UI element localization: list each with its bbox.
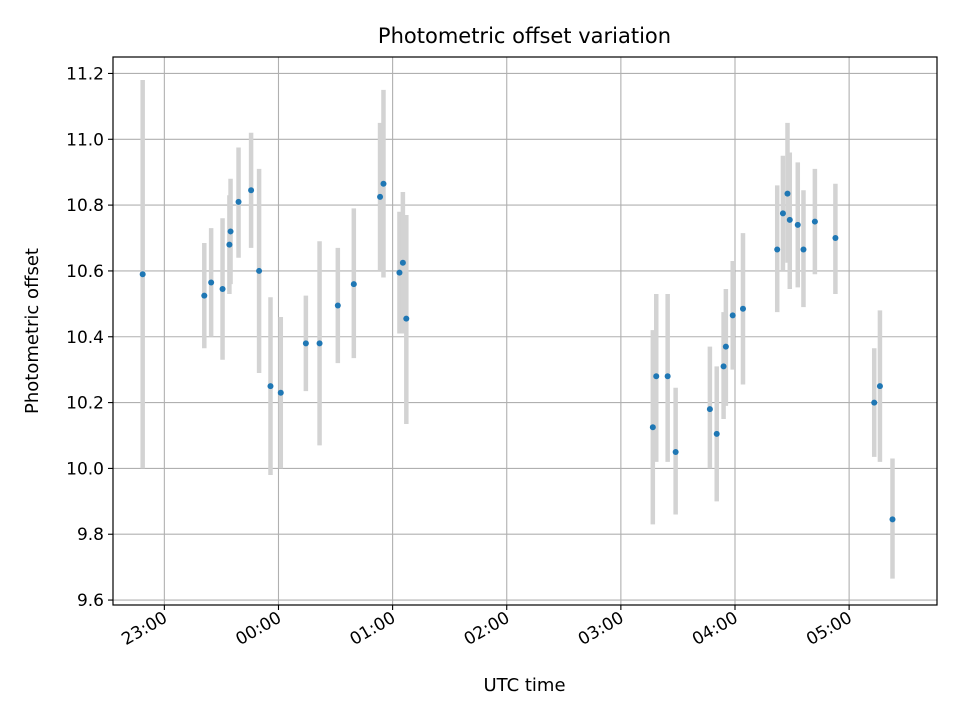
data-point [208,279,215,286]
data-point [350,281,357,288]
y-tick-label: 10.2 [66,394,104,414]
y-tick-label: 9.6 [77,591,104,611]
data-point [786,216,793,223]
data-point [248,187,255,194]
data-point [235,198,242,205]
data-point [227,228,234,235]
y-tick-label: 10.8 [66,196,104,216]
data-point [377,193,384,200]
data-point [811,218,818,225]
y-tick-label: 11.0 [66,130,104,150]
data-point [720,363,727,370]
data-point [403,315,410,322]
y-tick-label: 10.0 [66,459,104,479]
data-point [739,305,746,312]
data-point [201,292,208,299]
y-axis-ticks: 9.6 9.8 10.0 10.2 10.4 10.6 10.8 11.0 11.2 [66,64,113,611]
data-point [774,246,781,253]
x-axis-label: UTC time [483,675,565,696]
data-point [380,180,387,187]
y-tick-label: 9.8 [77,525,104,545]
y-tick-label: 10.6 [66,262,104,282]
data-point [722,343,729,350]
data-point [267,383,274,390]
data-point [871,399,878,406]
data-point [784,190,791,197]
data-point [316,340,323,347]
data-point [226,241,233,248]
data-point [706,406,713,413]
data-point [889,516,896,523]
data-point [713,430,720,437]
data-point [832,235,839,242]
data-point [277,389,284,396]
data-point [399,259,406,266]
chart-title: Photometric offset variation [378,24,671,48]
y-tick-label: 10.4 [66,328,104,348]
data-point [219,286,226,293]
data-point [664,373,671,380]
data-point [302,340,309,347]
data-point [396,269,403,276]
y-axis-label: Photometric offset [22,248,43,414]
data-point [139,271,146,278]
data-point [729,312,736,319]
data-point [800,246,807,253]
data-points [139,180,896,523]
data-point [876,383,883,390]
data-point [794,221,801,228]
data-point [256,267,263,274]
grid-lines [113,57,937,605]
data-point [653,373,660,380]
y-tick-label: 11.2 [66,64,104,84]
data-point [779,210,786,217]
data-point [334,302,341,309]
data-point [649,424,656,431]
plot-frame [112,56,938,606]
data-point [672,448,679,455]
